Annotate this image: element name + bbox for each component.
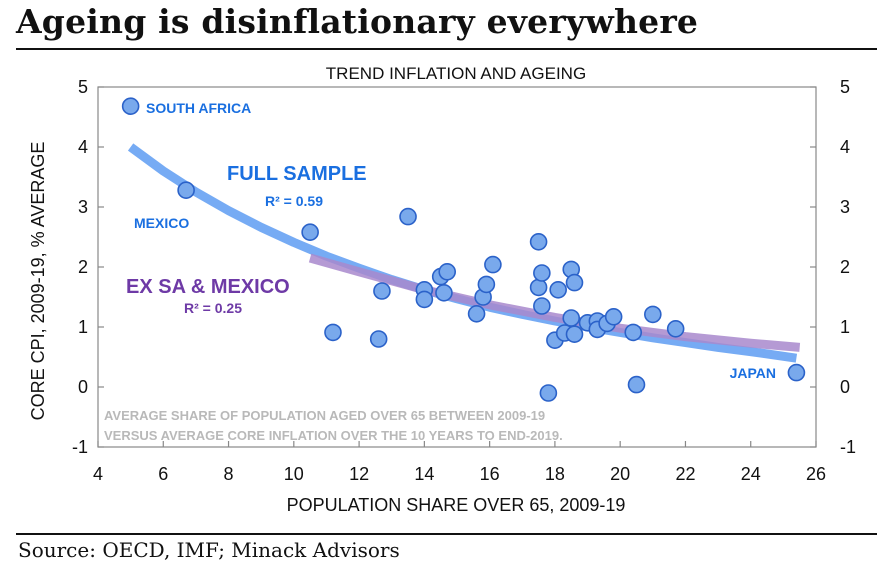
data-point (627, 375, 646, 394)
ex-sa-mexico-r2: R² = 0.25 (184, 300, 242, 316)
data-point (549, 280, 567, 299)
data-point (562, 309, 581, 327)
y-tick-label-left: 5 (78, 77, 88, 97)
y-tick-label-left: 0 (78, 377, 88, 397)
y-tick-label-right: 2 (840, 257, 850, 277)
data-point (787, 363, 806, 382)
data-point (399, 207, 417, 226)
data-point (533, 264, 551, 282)
y-tick-label-left: 1 (78, 317, 88, 337)
y-axis-label: CORE CPI, 2009-19, % AVERAGE (28, 142, 48, 421)
data-point (666, 319, 685, 338)
point-label-south-africa: SOUTH AFRICA (146, 100, 251, 116)
x-tick-label: 8 (224, 464, 234, 484)
source-rule (16, 533, 877, 535)
y-tick-label-right: -1 (840, 437, 856, 457)
data-point (484, 255, 502, 274)
x-tick-label: 26 (806, 464, 826, 484)
data-point (438, 262, 457, 281)
point-label-mexico: MEXICO (134, 215, 189, 231)
data-point (644, 305, 662, 324)
headline-rule (16, 48, 877, 50)
x-tick-label: 16 (480, 464, 500, 484)
y-tick-label-right: 3 (840, 197, 850, 217)
x-tick-label: 20 (610, 464, 630, 484)
data-point (324, 323, 342, 342)
y-tick-label-right: 4 (840, 137, 850, 157)
data-point (565, 273, 584, 292)
plot-frame (97, 86, 817, 448)
data-point (177, 181, 195, 199)
y-tick-label-right: 1 (840, 317, 850, 337)
data-point (624, 323, 643, 342)
point-label-japan: JAPAN (730, 365, 776, 381)
data-point (539, 384, 558, 402)
x-tick-label: 22 (675, 464, 695, 484)
y-tick-label-left: 4 (78, 137, 88, 157)
headline: Ageing is disinflationary everywhere (16, 2, 699, 41)
source-note: Source: OECD, IMF; Minack Advisors (18, 538, 400, 562)
x-axis-label: POPULATION SHARE OVER 65, 2009-19 (287, 495, 626, 515)
full-sample-label: FULL SAMPLE (227, 163, 367, 185)
note-line-2: VERSUS AVERAGE CORE INFLATION OVER THE 1… (104, 428, 563, 443)
chart-title: TREND INFLATION AND AGEING (326, 64, 586, 83)
data-point (604, 307, 623, 326)
note-line-1: AVERAGE SHARE OF POPULATION AGED OVER 65… (104, 408, 545, 423)
trend-line-ex-sa-mexico (308, 253, 801, 352)
data-point (301, 223, 319, 241)
x-tick-label: 10 (284, 464, 304, 484)
x-tick-label: 14 (414, 464, 434, 484)
data-point (529, 233, 548, 251)
data-point (467, 304, 486, 323)
y-tick-label-left: 2 (78, 257, 88, 277)
data-point (533, 297, 551, 315)
x-tick-label: 24 (741, 464, 761, 484)
x-tick-label: 4 (93, 464, 103, 484)
y-tick-label-right: 5 (840, 77, 850, 97)
data-point (435, 283, 453, 302)
x-tick-label: 6 (158, 464, 168, 484)
y-tick-label-left: -1 (72, 437, 88, 457)
y-tick-label-left: 3 (78, 197, 88, 217)
ex-sa-mexico-label: EX SA & MEXICO (126, 276, 290, 298)
data-point (415, 290, 434, 309)
data-point (121, 97, 140, 115)
data-point (369, 330, 388, 348)
data-point (565, 325, 584, 344)
data-point (529, 278, 548, 297)
data-point (373, 282, 391, 300)
data-point (477, 275, 496, 294)
annotation-note: AVERAGE SHARE OF POPULATION AGED OVER 65… (104, 408, 563, 443)
full-sample-r2: R² = 0.59 (265, 193, 323, 209)
y-tick-label-right: 0 (840, 377, 850, 397)
x-tick-label: 12 (349, 464, 369, 484)
x-tick-label: 18 (545, 464, 565, 484)
